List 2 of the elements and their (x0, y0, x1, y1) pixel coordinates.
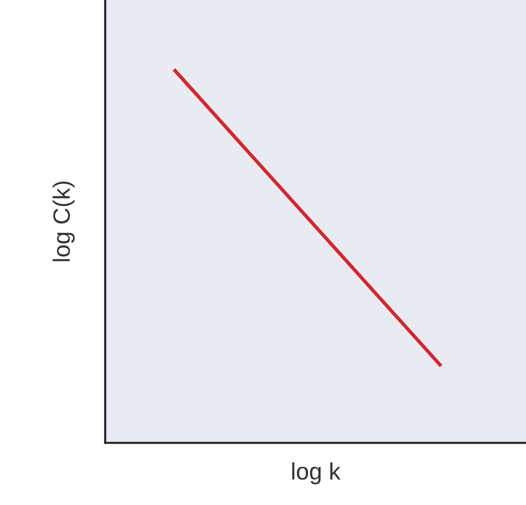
x-axis-title: log k (292, 462, 341, 484)
y-axis-title: log C(k) (52, 182, 75, 262)
